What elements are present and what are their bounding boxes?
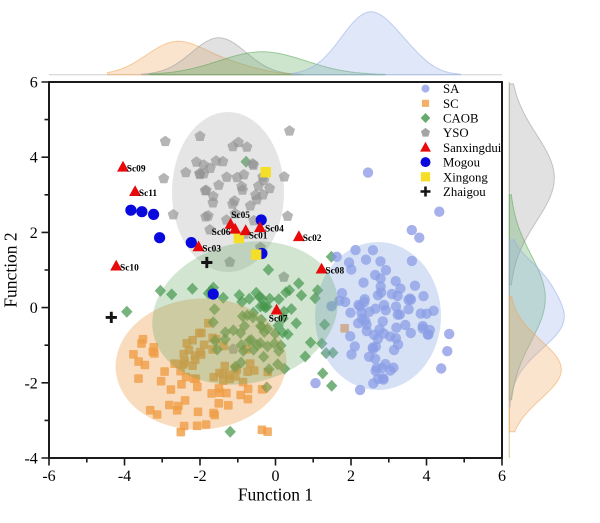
svg-text:6: 6 (30, 75, 38, 92)
svg-text:-2: -2 (193, 468, 206, 485)
svg-text:Sc02: Sc02 (303, 234, 322, 244)
svg-text:Xingong: Xingong (443, 170, 488, 184)
svg-text:SC: SC (443, 97, 459, 111)
svg-text:Sc06: Sc06 (212, 228, 231, 238)
svg-text:0: 0 (30, 300, 38, 317)
svg-text:Zhaigou: Zhaigou (443, 185, 486, 199)
svg-text:Sc01: Sc01 (249, 232, 268, 242)
svg-text:2: 2 (30, 225, 38, 242)
svg-text:Sc10: Sc10 (120, 264, 139, 274)
svg-text:4: 4 (423, 468, 431, 485)
svg-text:Sc07: Sc07 (269, 314, 288, 324)
svg-text:Sc08: Sc08 (325, 267, 344, 277)
svg-text:YSO: YSO (443, 126, 469, 140)
svg-text:Sc11: Sc11 (139, 189, 158, 199)
svg-text:SA: SA (443, 82, 460, 96)
svg-text:0: 0 (272, 468, 280, 485)
svg-text:-4: -4 (118, 468, 131, 485)
svg-text:-6: -6 (42, 468, 55, 485)
svg-text:2: 2 (347, 468, 355, 485)
svg-text:-4: -4 (24, 451, 37, 468)
svg-text:Sc04: Sc04 (265, 225, 284, 235)
svg-text:Sc03: Sc03 (202, 244, 221, 254)
svg-text:Sc05: Sc05 (231, 211, 250, 221)
svg-text:6: 6 (498, 468, 506, 485)
svg-text:CAOB: CAOB (443, 112, 479, 126)
svg-text:Function 2: Function 2 (1, 232, 21, 307)
svg-text:-2: -2 (24, 375, 37, 392)
svg-text:Function 1: Function 1 (238, 485, 313, 505)
svg-text:Sanxingdui: Sanxingdui (443, 141, 502, 155)
svg-text:Sc09: Sc09 (127, 165, 146, 175)
svg-text:Mogou: Mogou (443, 156, 481, 170)
svg-text:4: 4 (30, 150, 38, 167)
